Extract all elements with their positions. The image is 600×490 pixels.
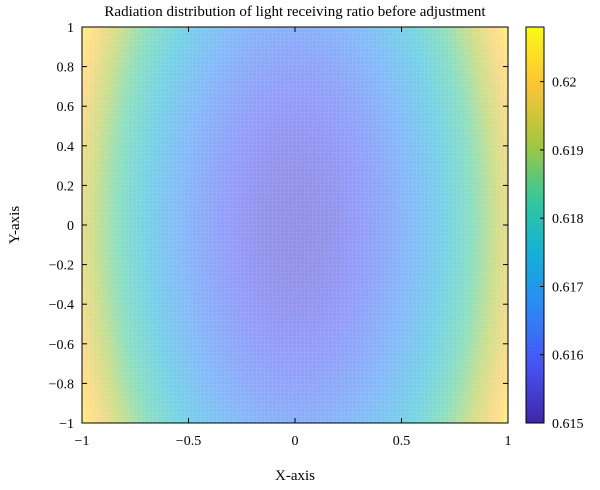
chart-title: Radiation distribution of light receivin…	[104, 4, 486, 20]
